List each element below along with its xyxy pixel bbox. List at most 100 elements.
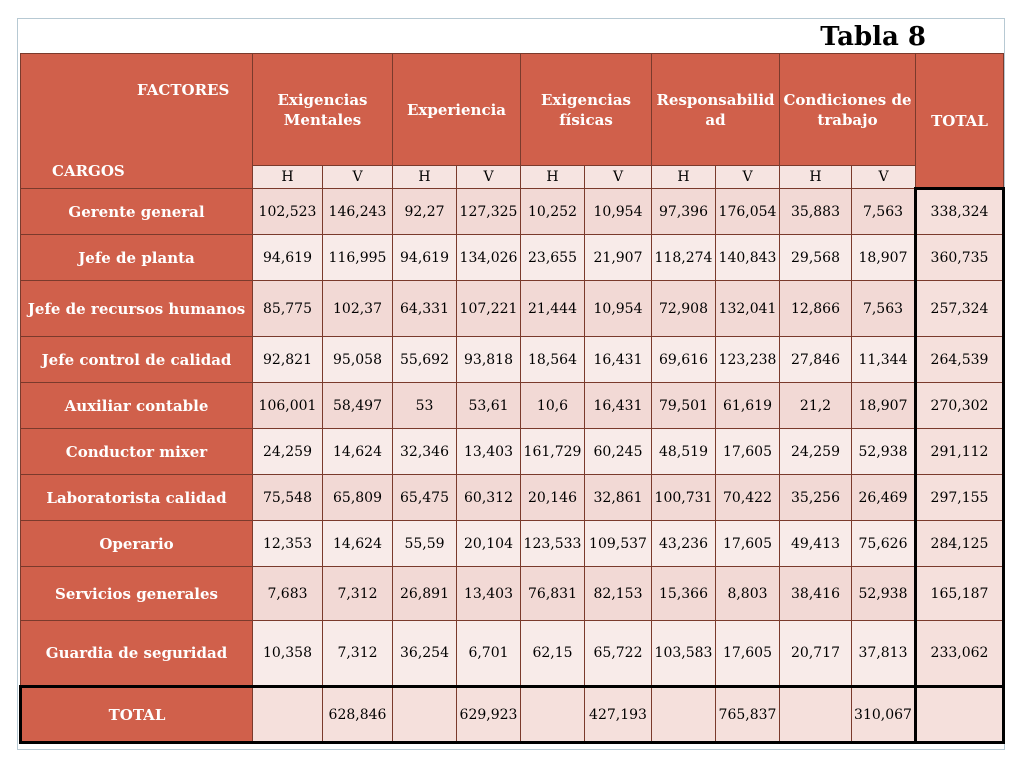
row-total-cell: 165,187 [914,566,1005,621]
value-cell: 12,353 [252,520,323,567]
cargos-label: CARGOS [52,162,125,180]
factor-total-cell [252,685,323,744]
value-cell: 65,475 [392,474,457,521]
table-row: Jefe de planta 94,619 116,995 94,619 134,026… [20,234,1005,281]
hv-subheader: V [456,165,521,189]
value-cell: 52,938 [851,566,916,621]
value-cell: 100,731 [651,474,716,521]
value-cell: 85,775 [252,280,323,337]
value-cell: 24,259 [779,428,852,475]
value-cell: 20,717 [779,620,852,687]
value-cell: 29,568 [779,234,852,281]
value-cell: 161,729 [520,428,585,475]
value-cell: 176,054 [715,188,780,235]
row-total-cell: 257,324 [914,280,1005,337]
value-cell: 134,026 [456,234,521,281]
value-cell: 18,564 [520,336,585,383]
value-cell: 103,583 [651,620,716,687]
totals-label: TOTAL [19,685,253,744]
value-cell: 65,722 [584,620,652,687]
value-cell: 17,605 [715,520,780,567]
factor-total-cell: 427,193 [584,685,652,744]
factores-label: FACTORES [137,81,230,99]
factor-total-cell [392,685,457,744]
value-cell: 109,537 [584,520,652,567]
value-cell: 61,619 [715,382,780,429]
row-total-cell: 338,324 [914,187,1005,235]
table-row: Guardia de seguridad 10,358 7,312 36,254 6,7… [20,620,1005,687]
grand-total-cell [914,685,1005,744]
hv-subheader: H [779,165,852,189]
value-cell: 37,813 [851,620,916,687]
value-cell: 7,563 [851,188,916,235]
value-cell: 23,655 [520,234,585,281]
value-cell: 13,403 [456,428,521,475]
value-cell: 49,413 [779,520,852,567]
value-cell: 10,252 [520,188,585,235]
value-cell: 102,523 [252,188,323,235]
value-cell: 36,254 [392,620,457,687]
value-cell: 7,312 [322,566,393,621]
value-cell: 69,616 [651,336,716,383]
table-row: Operario 12,353 14,624 55,59 20,104 123,533 10… [20,520,1005,567]
value-cell: 95,058 [322,336,393,383]
cargo-label: Jefe control de calidad [20,336,253,383]
value-cell: 10,954 [584,188,652,235]
cargo-label: Laboratorista calidad [20,474,253,521]
table-row: Jefe control de calidad 92,821 95,058 55,69… [20,336,1005,383]
value-cell: 55,692 [392,336,457,383]
value-cell: 10,358 [252,620,323,687]
table-row: Servicios generales 7,683 7,312 26,891 13,40… [20,566,1005,621]
value-cell: 7,683 [252,566,323,621]
cargo-label: Guardia de seguridad [20,620,253,687]
table-row: Laboratorista calidad 75,548 65,809 65,475 6… [20,474,1005,521]
factor-header: Condiciones de trabajo [779,53,916,166]
value-cell: 16,431 [584,382,652,429]
value-cell: 107,221 [456,280,521,337]
value-cell: 27,846 [779,336,852,383]
value-cell: 94,619 [392,234,457,281]
value-cell: 140,843 [715,234,780,281]
value-cell: 116,995 [322,234,393,281]
hv-subheader: V [851,165,916,189]
table-row: Gerente general 102,523 146,243 92,27 127,32… [20,187,1005,235]
cargo-label: Conductor mixer [20,428,253,475]
value-cell: 58,497 [322,382,393,429]
table-row: Conductor mixer 24,259 14,624 32,346 13,403 1… [20,428,1005,475]
value-cell: 12,866 [779,280,852,337]
cargo-label: Jefe de planta [20,234,253,281]
value-cell: 32,861 [584,474,652,521]
value-cell: 123,533 [520,520,585,567]
value-cell: 94,619 [252,234,323,281]
value-cell: 10,6 [520,382,585,429]
factor-total-cell: 628,846 [322,685,393,744]
row-total-cell: 264,539 [914,336,1005,383]
value-cell: 75,548 [252,474,323,521]
value-cell: 38,416 [779,566,852,621]
value-cell: 32,346 [392,428,457,475]
value-cell: 10,954 [584,280,652,337]
value-cell: 70,422 [715,474,780,521]
cargo-label: Gerente general [20,188,253,235]
value-cell: 118,274 [651,234,716,281]
value-cell: 48,519 [651,428,716,475]
value-cell: 16,431 [584,336,652,383]
value-cell: 21,907 [584,234,652,281]
hv-subheader: H [392,165,457,189]
cargo-label: Servicios generales [20,566,253,621]
factor-header: Experiencia [392,53,521,166]
value-cell: 53,61 [456,382,521,429]
hv-subheader: V [584,165,652,189]
value-cell: 93,818 [456,336,521,383]
value-cell: 43,236 [651,520,716,567]
hv-subheader: V [322,165,393,189]
value-cell: 20,146 [520,474,585,521]
value-cell: 7,312 [322,620,393,687]
value-cell: 92,821 [252,336,323,383]
cargo-label: Jefe de recursos humanos [20,280,253,337]
factor-total-cell: 629,923 [456,685,521,744]
value-cell: 82,153 [584,566,652,621]
value-cell: 60,245 [584,428,652,475]
row-total-cell: 360,735 [914,234,1005,281]
value-cell: 26,891 [392,566,457,621]
